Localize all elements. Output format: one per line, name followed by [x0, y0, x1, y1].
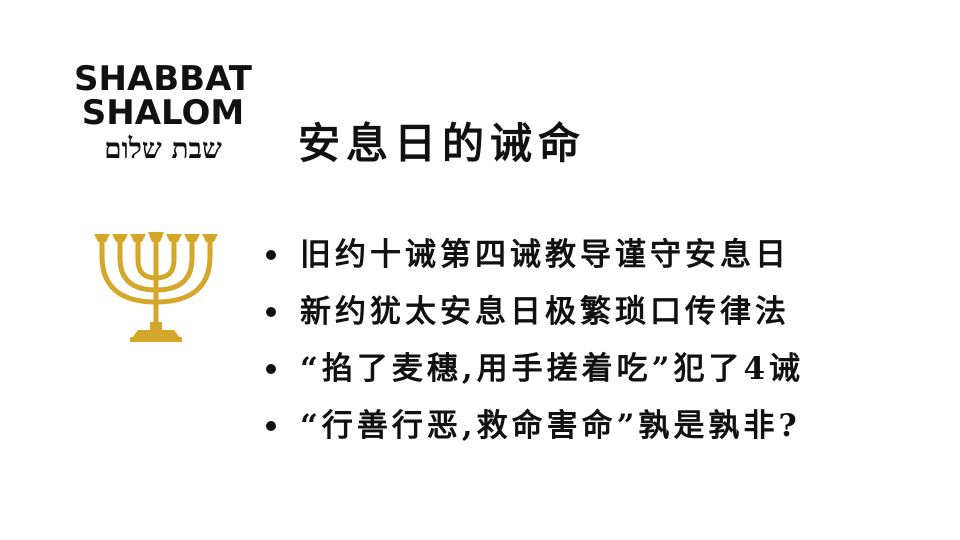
bullet-dot	[266, 420, 276, 431]
bullet-dot	[266, 363, 276, 374]
bullet-text: 新约犹太安息日极繁琐口传律法	[300, 293, 790, 330]
bullet-dot	[266, 306, 276, 317]
bullet-item: 新约犹太安息日极繁琐口传律法	[266, 283, 804, 340]
bullet-text: “掐了麦穗,用手搓着吃”犯了4诫	[300, 350, 805, 387]
logo-hebrew: שבת שלום	[104, 132, 222, 165]
slide-title: 安息日的诫命	[298, 119, 587, 168]
bullet-text: 旧约十诫第四诫教导谨守安息日	[300, 236, 790, 273]
bullet-item: “行善行恶,救命害命”孰是孰非?	[266, 397, 804, 454]
bullet-dot	[266, 249, 276, 260]
bullet-text: “行善行恶,救命害命”孰是孰非?	[300, 407, 801, 444]
logo-line-1: SHABBAT	[74, 59, 252, 99]
bullet-list: 旧约十诫第四诫教导谨守安息日 新约犹太安息日极繁琐口传律法 “掐了麦穗,用手搓着…	[266, 226, 804, 454]
bullet-item: “掐了麦穗,用手搓着吃”犯了4诫	[266, 340, 804, 397]
menorah-icon	[94, 232, 218, 342]
shabbat-shalom-logo: SHABBAT SHALOM שבת שלום	[68, 62, 258, 166]
bullet-item: 旧约十诫第四诫教导谨守安息日	[266, 226, 804, 283]
logo-line-2: SHALOM	[81, 93, 245, 133]
